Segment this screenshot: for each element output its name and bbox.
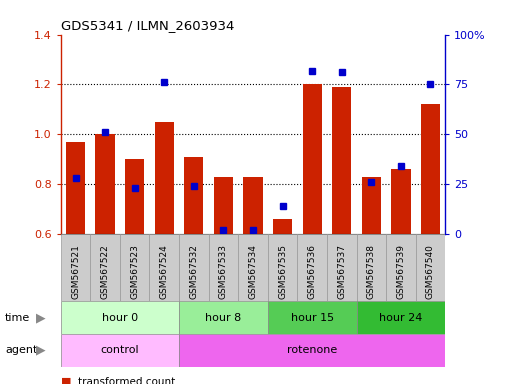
Bar xyxy=(356,301,444,334)
Text: GDS5341 / ILMN_2603934: GDS5341 / ILMN_2603934 xyxy=(61,19,234,32)
Bar xyxy=(125,159,144,234)
Bar xyxy=(61,301,179,334)
Bar xyxy=(214,177,233,234)
Text: ▶: ▶ xyxy=(36,344,46,357)
Text: rotenone: rotenone xyxy=(286,345,337,356)
Text: time: time xyxy=(5,313,30,323)
Bar xyxy=(120,234,149,301)
Bar xyxy=(90,234,120,301)
Text: GSM567533: GSM567533 xyxy=(219,244,227,299)
Bar xyxy=(331,87,350,234)
Bar xyxy=(179,301,267,334)
Bar xyxy=(238,234,267,301)
Text: ■: ■ xyxy=(61,377,71,384)
Bar xyxy=(420,104,439,234)
Text: GSM567521: GSM567521 xyxy=(71,244,80,299)
Bar xyxy=(385,234,415,301)
Bar xyxy=(61,234,90,301)
Text: GSM567535: GSM567535 xyxy=(278,244,286,299)
Text: GSM567524: GSM567524 xyxy=(160,244,169,299)
Bar xyxy=(356,234,385,301)
Bar xyxy=(326,234,356,301)
Bar xyxy=(179,334,444,367)
Bar xyxy=(390,169,410,234)
Bar xyxy=(61,334,179,367)
Bar xyxy=(272,219,291,234)
Text: GSM567538: GSM567538 xyxy=(366,244,375,299)
Text: hour 15: hour 15 xyxy=(290,313,333,323)
Text: hour 8: hour 8 xyxy=(205,313,241,323)
Text: GSM567522: GSM567522 xyxy=(100,244,110,299)
Text: ▶: ▶ xyxy=(36,311,46,324)
Bar xyxy=(243,177,262,234)
Text: GSM567532: GSM567532 xyxy=(189,244,198,299)
Bar xyxy=(267,301,356,334)
Bar xyxy=(155,122,174,234)
Text: control: control xyxy=(100,345,139,356)
Text: GSM567523: GSM567523 xyxy=(130,244,139,299)
Text: GSM567540: GSM567540 xyxy=(425,244,434,299)
Bar xyxy=(184,157,203,234)
Text: transformed count: transformed count xyxy=(78,377,175,384)
Bar xyxy=(149,234,179,301)
Text: GSM567534: GSM567534 xyxy=(248,244,257,299)
Text: GSM567539: GSM567539 xyxy=(395,244,405,299)
Bar xyxy=(66,142,85,234)
Text: hour 0: hour 0 xyxy=(102,313,138,323)
Text: GSM567536: GSM567536 xyxy=(307,244,316,299)
Text: GSM567537: GSM567537 xyxy=(336,244,345,299)
Bar xyxy=(179,234,208,301)
Bar xyxy=(208,234,238,301)
Bar xyxy=(95,134,115,234)
Bar xyxy=(302,84,321,234)
Bar xyxy=(415,234,444,301)
Bar xyxy=(297,234,326,301)
Text: agent: agent xyxy=(5,345,37,356)
Bar xyxy=(267,234,297,301)
Text: hour 24: hour 24 xyxy=(378,313,422,323)
Bar xyxy=(361,177,380,234)
